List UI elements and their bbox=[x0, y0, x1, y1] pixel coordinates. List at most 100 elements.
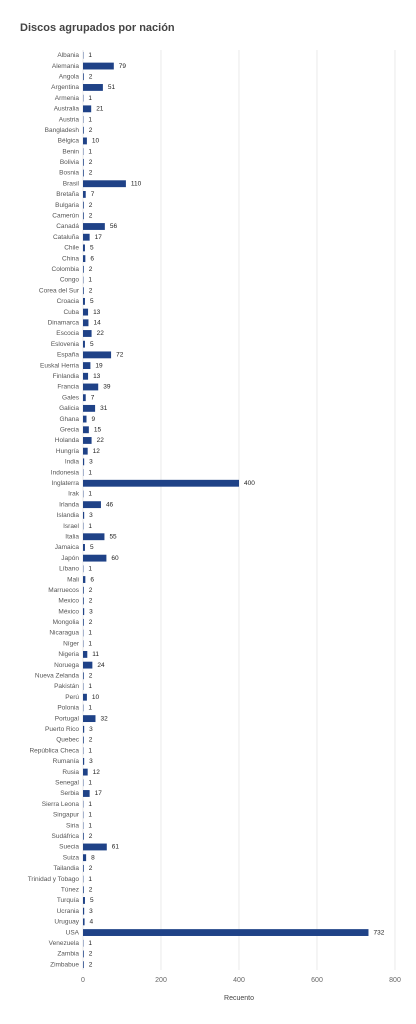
y-tick-label: Trinidad y Tobago bbox=[28, 876, 80, 883]
data-label: 46 bbox=[106, 501, 114, 508]
data-label: 14 bbox=[93, 320, 101, 327]
data-label: 17 bbox=[95, 234, 103, 241]
y-tick-label: Perú bbox=[65, 694, 79, 701]
y-tick-label: España bbox=[57, 352, 79, 359]
y-tick-label: Inglaterra bbox=[52, 480, 80, 487]
y-tick-label: Ghana bbox=[59, 416, 79, 423]
y-tick-label: Canadá bbox=[56, 223, 79, 230]
data-label: 31 bbox=[100, 405, 108, 412]
data-label: 3 bbox=[89, 758, 93, 765]
chart-title: Discos agrupados por nación bbox=[20, 22, 175, 34]
y-tick-label: USA bbox=[66, 929, 80, 936]
bar bbox=[83, 768, 88, 776]
data-label: 5 bbox=[90, 544, 94, 551]
data-label: 22 bbox=[97, 437, 105, 444]
y-tick-label: Turquía bbox=[57, 897, 80, 904]
bar bbox=[83, 255, 86, 263]
data-label: 1 bbox=[88, 780, 92, 787]
bar bbox=[83, 319, 89, 327]
y-tick-label: Grecia bbox=[60, 426, 80, 433]
y-tick-label: Singapur bbox=[53, 812, 80, 819]
y-tick-label: Chile bbox=[64, 245, 79, 252]
data-label: 61 bbox=[112, 844, 120, 851]
bar bbox=[83, 511, 85, 519]
data-label: 2 bbox=[89, 673, 93, 680]
bar bbox=[83, 394, 86, 402]
data-label: 5 bbox=[90, 341, 94, 348]
y-tick-label: Armenia bbox=[55, 95, 80, 102]
bar bbox=[83, 297, 85, 305]
data-label: 13 bbox=[93, 309, 101, 316]
y-tick-label: Siria bbox=[66, 822, 79, 829]
data-label: 1 bbox=[88, 876, 92, 883]
data-label: 1 bbox=[88, 523, 92, 530]
bar bbox=[83, 201, 84, 209]
bar bbox=[83, 415, 87, 423]
data-label: 32 bbox=[100, 715, 108, 722]
data-label: 10 bbox=[92, 694, 100, 701]
bar bbox=[83, 265, 84, 273]
data-label: 1 bbox=[88, 277, 92, 284]
y-tick-label: Ucrania bbox=[57, 908, 80, 915]
y-tick-label: Bretaña bbox=[56, 191, 79, 198]
data-label: 1 bbox=[88, 52, 92, 59]
bar bbox=[83, 715, 96, 723]
y-tick-label: Hungría bbox=[56, 448, 80, 455]
data-label: 6 bbox=[90, 255, 94, 262]
y-tick-label: Quebec bbox=[56, 737, 80, 744]
y-tick-label: Rusia bbox=[62, 769, 79, 776]
bar bbox=[83, 458, 85, 466]
bar bbox=[83, 372, 89, 380]
bar bbox=[83, 62, 114, 70]
bar bbox=[83, 126, 84, 134]
bar bbox=[83, 544, 85, 551]
data-label: 2 bbox=[89, 266, 93, 273]
bar bbox=[83, 233, 90, 241]
data-label: 51 bbox=[108, 84, 116, 91]
data-label: 1 bbox=[88, 683, 92, 690]
y-tick-label: Nigeria bbox=[58, 651, 79, 658]
bar bbox=[83, 886, 84, 894]
x-tick-label: 600 bbox=[311, 977, 323, 984]
data-label: 56 bbox=[110, 223, 118, 230]
bar bbox=[83, 244, 85, 252]
y-tick-label: Bolivia bbox=[60, 159, 80, 166]
data-label: 3 bbox=[89, 512, 93, 519]
y-tick-label: Australia bbox=[54, 106, 80, 113]
data-label: 6 bbox=[90, 576, 94, 583]
data-label: 1 bbox=[88, 566, 92, 573]
y-tick-label: Rumanía bbox=[53, 758, 80, 765]
data-label: 24 bbox=[97, 662, 105, 669]
bar bbox=[83, 533, 105, 541]
y-tick-label: Polonia bbox=[57, 705, 79, 712]
y-tick-label: India bbox=[65, 459, 79, 466]
x-axis-label: Recuento bbox=[224, 995, 254, 1002]
data-label: 3 bbox=[89, 608, 93, 615]
data-label: 72 bbox=[116, 352, 124, 359]
y-tick-label: México bbox=[58, 608, 79, 615]
y-tick-label: Zambia bbox=[57, 951, 79, 958]
bar bbox=[83, 437, 92, 444]
y-tick-label: Mongolia bbox=[53, 619, 80, 626]
y-tick-label: Sudáfrica bbox=[52, 833, 80, 840]
y-tick-label: Serbia bbox=[60, 790, 79, 797]
data-label: 1 bbox=[88, 469, 92, 476]
bar bbox=[83, 576, 86, 583]
bar bbox=[83, 84, 103, 91]
data-label: 2 bbox=[89, 598, 93, 605]
y-tick-label: Italia bbox=[65, 533, 79, 540]
data-label: 1 bbox=[88, 705, 92, 712]
bar bbox=[83, 212, 84, 220]
bar bbox=[83, 351, 112, 359]
bar bbox=[83, 169, 84, 177]
y-tick-label: Cataluña bbox=[53, 234, 79, 241]
y-tick-label: Túnez bbox=[61, 886, 79, 893]
y-tick-label: Uruguay bbox=[54, 919, 79, 926]
data-label: 4 bbox=[90, 919, 94, 926]
y-tick-label: Euskal Herria bbox=[40, 362, 79, 369]
bar bbox=[83, 897, 85, 904]
bar bbox=[83, 479, 239, 487]
data-label: 2 bbox=[89, 587, 93, 594]
data-label: 2 bbox=[89, 202, 93, 209]
data-label: 12 bbox=[93, 448, 101, 455]
